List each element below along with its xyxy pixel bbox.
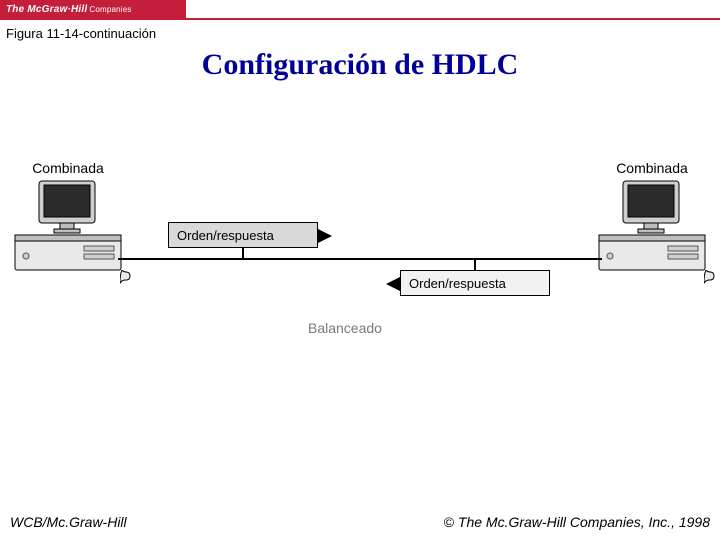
footer-right-text: The Mc.Graw-Hill Companies, Inc., 1998 [458,514,710,530]
brand-suffix: Companies [89,5,131,14]
brand-logo: The McGraw·Hill Companies [0,0,186,18]
brand-bar: The McGraw·Hill Companies [0,0,720,22]
message-bottom-stem [474,260,476,270]
message-top-text: Orden/respuesta [177,228,274,243]
station-right-label: Combinada [592,160,712,176]
figure-label: Figura 11-14-continuación [6,26,156,41]
computer-icon [8,180,128,290]
footer-right: © The Mc.Graw-Hill Companies, Inc., 1998 [444,514,710,530]
station-right: Combinada [592,160,712,290]
monitor-icon [38,180,96,228]
mouse-icon [704,270,718,284]
slide-root: The McGraw·Hill Companies Figura 11-14-c… [0,0,720,540]
message-top-box: Orden/respuesta [168,222,318,248]
brand-name: The McGraw·Hill [6,4,87,15]
hdlc-diagram: Combinada [0,160,720,380]
monitor-icon [622,180,680,228]
desktop-case-icon [14,234,122,274]
footer-left: WCB/Mc.Graw-Hill [10,514,127,530]
page-title: Configuración de HDLC [0,48,720,82]
arrow-left-icon [386,277,400,291]
arrow-right-icon [318,229,332,243]
message-bottom-text: Orden/respuesta [409,276,506,291]
message-top-stem [242,248,244,258]
mode-label: Balanceado [308,320,382,336]
station-left-label: Combinada [8,160,128,176]
connection-line [118,258,602,260]
mouse-icon [120,270,134,284]
message-bottom-box: Orden/respuesta [400,270,550,296]
copyright-symbol: © [444,514,454,530]
station-left: Combinada [8,160,128,290]
computer-icon [592,180,712,290]
brand-rule [0,18,720,20]
desktop-case-icon [598,234,706,274]
